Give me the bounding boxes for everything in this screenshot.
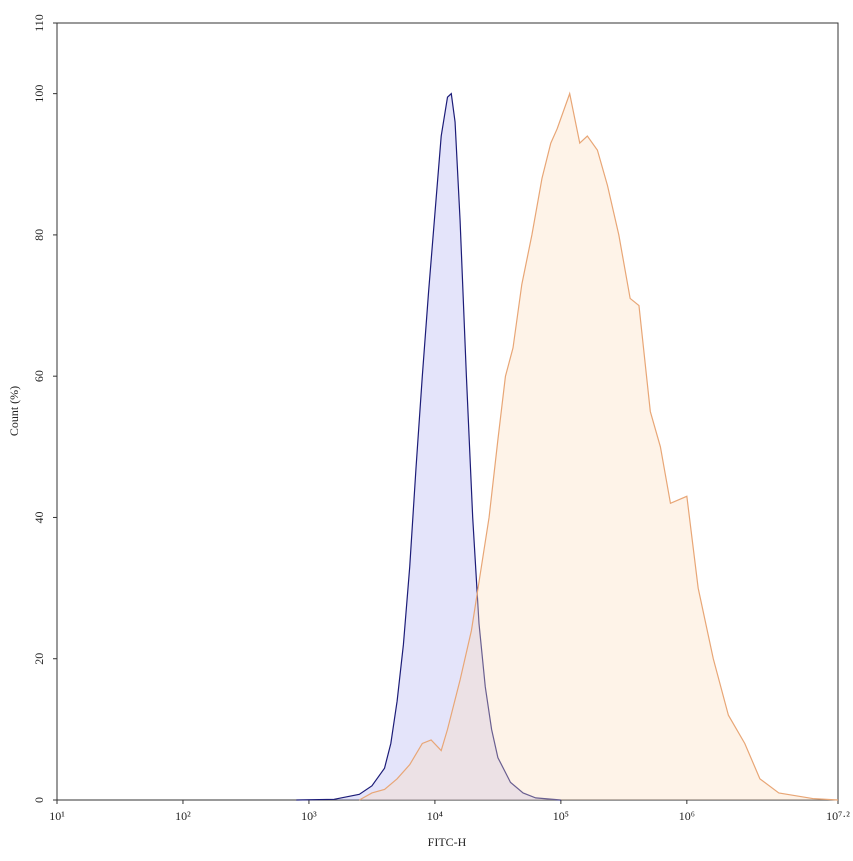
y-tick-label: 100: [32, 85, 46, 103]
x-tick-label: 10¹: [49, 809, 65, 823]
x-tick-label: 10⁴: [427, 809, 443, 823]
x-tick-label: 10⁵: [553, 809, 569, 823]
y-tick-label: 0: [32, 797, 46, 803]
x-tick-label: 10⁷·²: [826, 809, 850, 823]
x-axis-label: FITC-H: [428, 835, 467, 849]
y-tick-label: 110: [32, 14, 46, 32]
y-tick-label: 80: [32, 229, 46, 241]
histogram-area: [296, 92, 561, 801]
y-axis-label: Count (%): [7, 386, 21, 436]
plot-frame: [56, 22, 839, 801]
histogram-area: [359, 91, 839, 801]
x-tick-label: 10²: [175, 809, 191, 823]
x-tick-label: 10⁶: [679, 809, 695, 823]
y-tick-label: 60: [32, 370, 46, 382]
y-tick-label: 20: [32, 653, 46, 665]
x-tick-label: 10³: [301, 809, 317, 823]
y-tick-label: 40: [32, 511, 46, 523]
